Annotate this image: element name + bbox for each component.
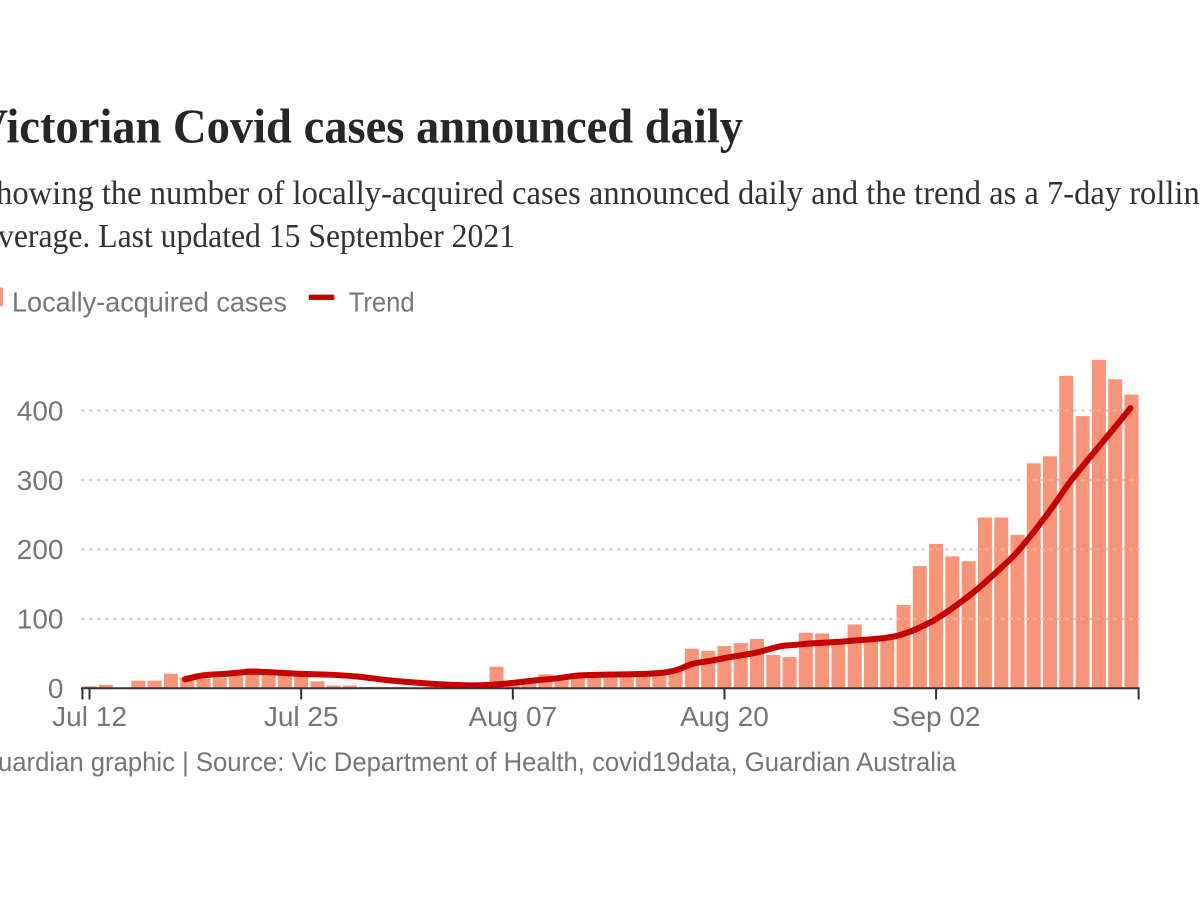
svg-text:average. Last updated 15 Septe: average. Last updated 15 September 2021 xyxy=(0,218,515,255)
svg-text:400: 400 xyxy=(17,395,64,426)
svg-text:Aug 07: Aug 07 xyxy=(468,701,557,732)
svg-text:Sep 02: Sep 02 xyxy=(892,701,981,732)
svg-text:Trend: Trend xyxy=(349,287,415,318)
svg-text:Victorian Covid cases announce: Victorian Covid cases announced daily xyxy=(0,99,743,154)
svg-text:300: 300 xyxy=(17,465,64,496)
svg-text:Guardian graphic | Source: Vic: Guardian graphic | Source: Vic Departmen… xyxy=(0,747,957,777)
svg-text:Showing the number of locally-: Showing the number of locally-acquired c… xyxy=(0,175,1200,212)
svg-text:Jul 25: Jul 25 xyxy=(264,701,339,732)
svg-text:Aug 20: Aug 20 xyxy=(680,701,769,732)
svg-text:100: 100 xyxy=(17,604,64,635)
svg-text:200: 200 xyxy=(17,534,64,565)
svg-text:Locally-acquired cases: Locally-acquired cases xyxy=(12,287,287,318)
svg-text:Jul 12: Jul 12 xyxy=(52,701,127,732)
svg-text:0: 0 xyxy=(48,673,64,704)
